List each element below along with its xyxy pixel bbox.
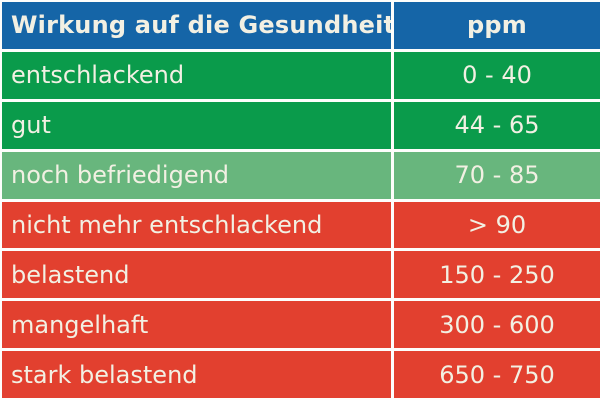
row-label: mangelhaft	[11, 310, 149, 339]
row-label: gut	[11, 111, 51, 140]
table-row-value: 44 - 65	[394, 101, 600, 149]
table-row-value: 0 - 40	[394, 51, 600, 99]
table-row-value: 650 - 750	[394, 351, 600, 398]
row-label: nicht mehr entschlackend	[11, 210, 323, 239]
table-row-value: 300 - 600	[394, 301, 600, 349]
row-value: 650 - 750	[439, 360, 555, 389]
header-effect-label: Wirkung auf die Gesundheit	[11, 11, 391, 40]
table-row-label: mangelhaft	[2, 301, 391, 349]
table-row-value: 150 - 250	[394, 251, 600, 299]
header-cell-effect: Wirkung auf die Gesundheit	[2, 2, 391, 49]
row-value: 150 - 250	[439, 260, 555, 289]
row-value: 70 - 85	[454, 161, 540, 190]
table-row-label: nicht mehr entschlackend	[2, 201, 391, 249]
header-cell-ppm: ppm	[394, 2, 600, 49]
row-value: 44 - 65	[454, 111, 540, 140]
row-label: entschlackend	[11, 61, 185, 90]
table-row-label: gut	[2, 101, 391, 149]
table-row-label: stark belastend	[2, 351, 391, 398]
table-row-value: 70 - 85	[394, 151, 600, 199]
row-label: belastend	[11, 260, 130, 289]
table-row-label: belastend	[2, 251, 391, 299]
table-row-label: entschlackend	[2, 51, 391, 99]
header-ppm-label: ppm	[467, 11, 527, 40]
row-value: > 90	[467, 210, 527, 239]
row-value: 300 - 600	[439, 310, 555, 339]
row-label: stark belastend	[11, 360, 198, 389]
row-value: 0 - 40	[462, 61, 532, 90]
row-label: noch befriedigend	[11, 161, 230, 190]
table-row-value: > 90	[394, 201, 600, 249]
table-row-label: noch befriedigend	[2, 151, 391, 199]
